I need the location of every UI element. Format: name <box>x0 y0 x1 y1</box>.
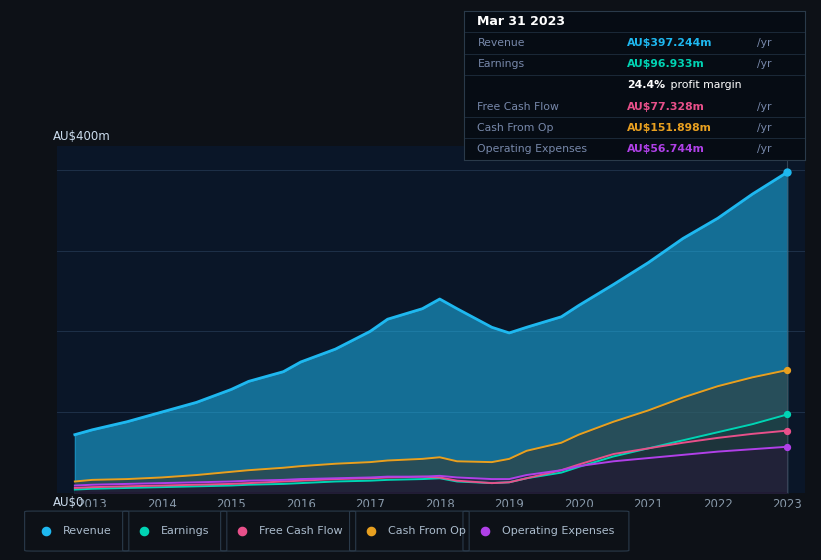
Text: /yr: /yr <box>757 101 772 111</box>
Text: AU$397.244m: AU$397.244m <box>627 38 713 48</box>
Text: Earnings: Earnings <box>478 59 525 69</box>
Text: Free Cash Flow: Free Cash Flow <box>478 101 559 111</box>
Text: /yr: /yr <box>757 59 772 69</box>
Point <box>365 526 378 535</box>
Text: 24.4%: 24.4% <box>627 81 666 90</box>
Text: AU$400m: AU$400m <box>53 130 111 143</box>
Text: /yr: /yr <box>757 38 772 48</box>
Text: /yr: /yr <box>757 123 772 133</box>
Text: Earnings: Earnings <box>161 526 209 535</box>
Point <box>781 168 794 177</box>
Text: Operating Expenses: Operating Expenses <box>502 526 614 535</box>
Point <box>781 366 794 375</box>
Text: AU$151.898m: AU$151.898m <box>627 123 713 133</box>
Text: profit margin: profit margin <box>667 81 741 90</box>
Text: AU$56.744m: AU$56.744m <box>627 144 705 154</box>
Text: AU$0: AU$0 <box>53 496 85 508</box>
Point <box>138 526 151 535</box>
Text: Operating Expenses: Operating Expenses <box>478 144 588 154</box>
Point <box>781 426 794 435</box>
Point <box>236 526 249 535</box>
Point <box>39 526 53 535</box>
Text: Mar 31 2023: Mar 31 2023 <box>478 15 566 29</box>
Text: AU$96.933m: AU$96.933m <box>627 59 705 69</box>
Text: Revenue: Revenue <box>63 526 112 535</box>
Point <box>781 442 794 451</box>
Text: AU$77.328m: AU$77.328m <box>627 101 705 111</box>
Point <box>478 526 491 535</box>
Text: /yr: /yr <box>757 144 772 154</box>
Text: Cash From Op: Cash From Op <box>388 526 466 535</box>
Text: Free Cash Flow: Free Cash Flow <box>259 526 343 535</box>
Text: Cash From Op: Cash From Op <box>478 123 554 133</box>
Point <box>781 410 794 419</box>
Text: Revenue: Revenue <box>478 38 525 48</box>
